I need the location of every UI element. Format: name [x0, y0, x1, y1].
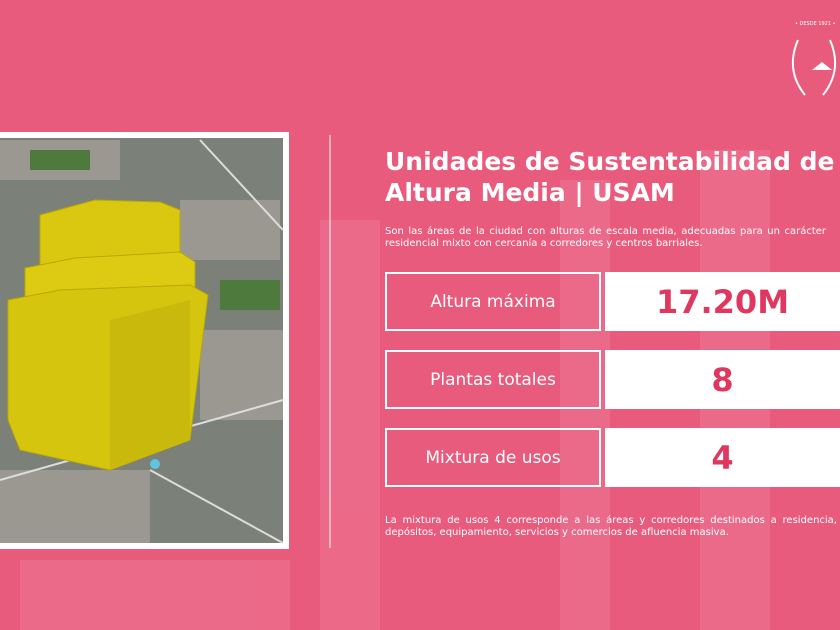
description: Son las áreas de la ciudad con alturas d… — [385, 226, 826, 249]
row-label: Plantas totales — [385, 350, 601, 409]
row-value: 4 — [605, 428, 840, 487]
row-value: 17.20M — [605, 272, 840, 331]
row-label: Altura máxima — [385, 272, 601, 331]
footer-text: La mixtura de usos 4 corresponde a las á… — [385, 515, 837, 538]
logo-text: • DESDE 1921 • — [795, 21, 836, 27]
row-value: 8 — [605, 350, 840, 409]
row-label: Mixtura de usos — [385, 428, 601, 487]
title: Unidades de Sustentabilidad de Altura Me… — [385, 147, 835, 207]
